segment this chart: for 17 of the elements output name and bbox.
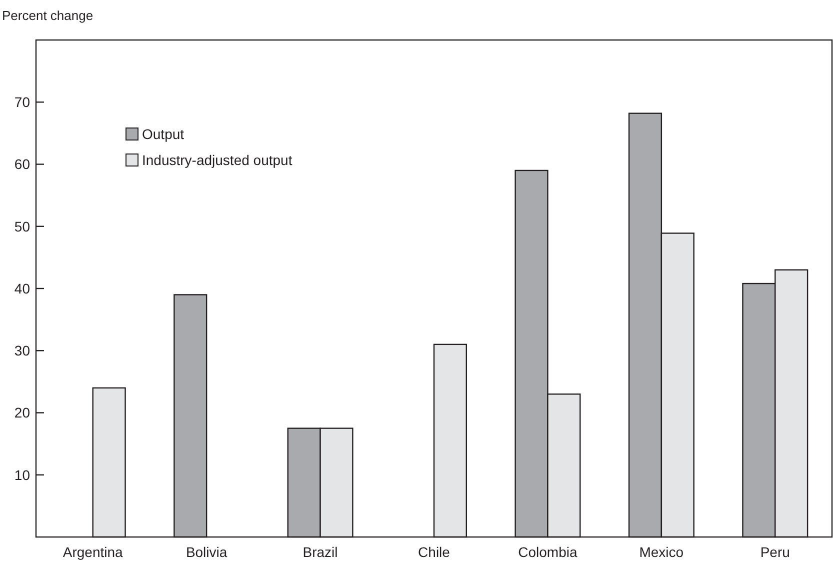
- legend-label: Industry-adjusted output: [142, 152, 292, 168]
- x-tick-label: Colombia: [518, 544, 578, 560]
- legend-label: Output: [142, 126, 184, 142]
- y-tick-label: 40: [14, 280, 30, 296]
- y-tick-label: 50: [14, 218, 30, 234]
- y-axis-title: Percent change: [2, 8, 94, 23]
- y-tick-label: 10: [14, 466, 30, 483]
- x-tick-label: Brazil: [302, 544, 338, 560]
- y-tick-label: 60: [14, 156, 30, 172]
- y-tick-label: 30: [14, 342, 30, 359]
- y-tick-label: 20: [14, 404, 30, 421]
- x-tick-label: Peru: [760, 544, 790, 560]
- x-tick-label: Mexico: [639, 544, 684, 560]
- x-tick-label: Argentina: [62, 544, 124, 560]
- x-tick-label: Bolivia: [186, 544, 228, 560]
- y-tick-label: 70: [14, 94, 30, 110]
- x-tick-label: Chile: [418, 544, 450, 560]
